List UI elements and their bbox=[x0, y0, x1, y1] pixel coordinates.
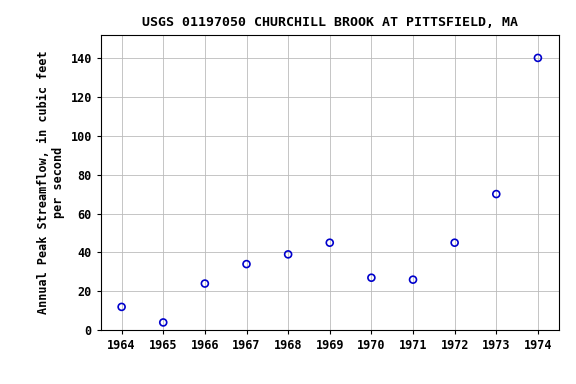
Point bbox=[242, 261, 251, 267]
Point bbox=[158, 319, 168, 326]
Point bbox=[492, 191, 501, 197]
Point bbox=[450, 240, 459, 246]
Y-axis label: Annual Peak Streamflow, in cubic feet
per second: Annual Peak Streamflow, in cubic feet pe… bbox=[37, 51, 65, 314]
Point bbox=[533, 55, 543, 61]
Point bbox=[283, 251, 293, 257]
Point bbox=[117, 304, 126, 310]
Point bbox=[408, 276, 418, 283]
Title: USGS 01197050 CHURCHILL BROOK AT PITTSFIELD, MA: USGS 01197050 CHURCHILL BROOK AT PITTSFI… bbox=[142, 16, 518, 29]
Point bbox=[367, 275, 376, 281]
Point bbox=[200, 280, 210, 286]
Point bbox=[325, 240, 335, 246]
